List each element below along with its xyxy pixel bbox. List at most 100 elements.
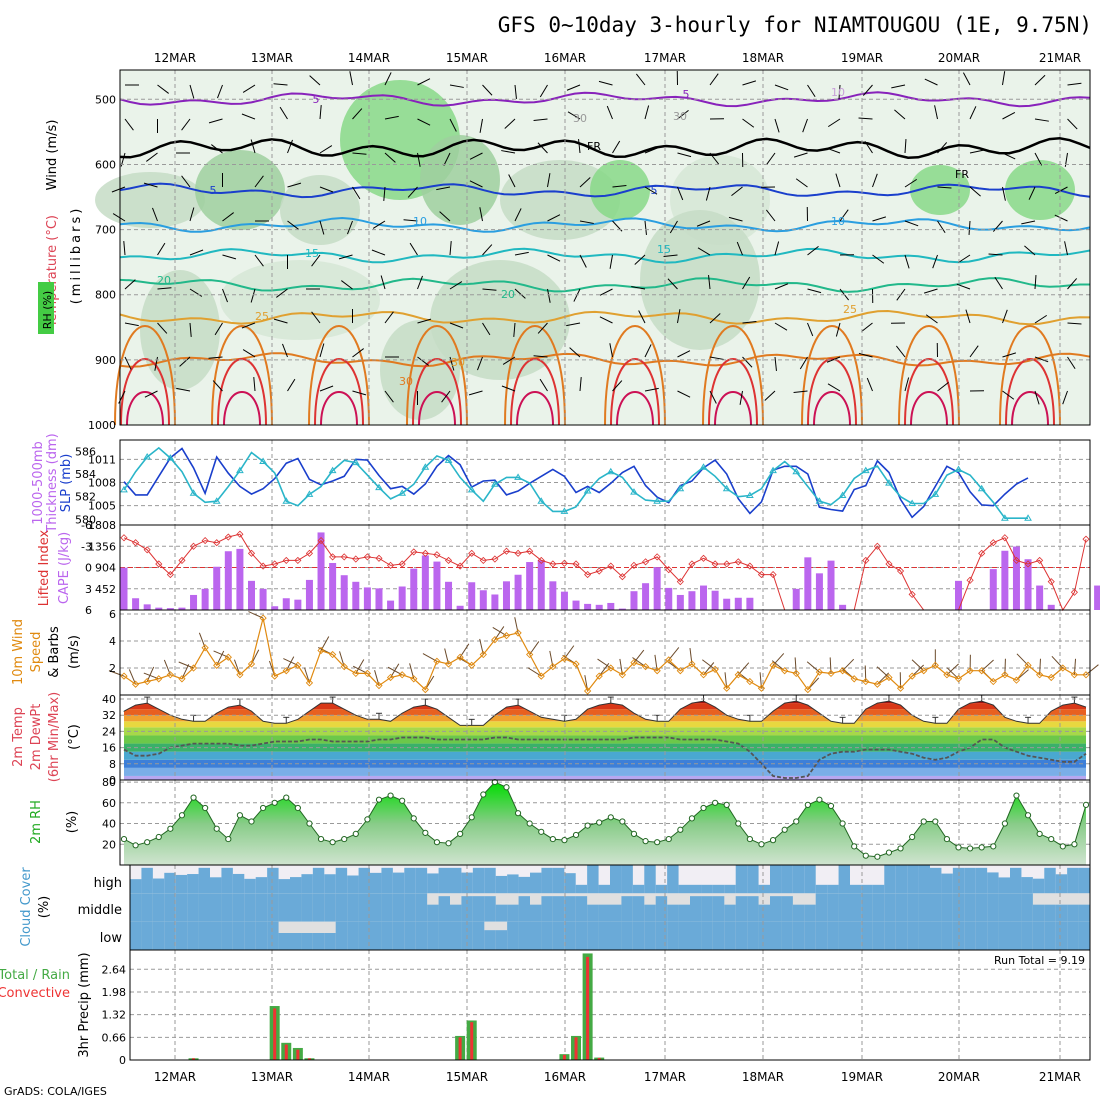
cloud-cell bbox=[495, 904, 508, 922]
cloud-cell bbox=[655, 921, 668, 950]
upper-wind-barb bbox=[384, 311, 394, 324]
cloud-cell-bg bbox=[758, 865, 771, 894]
cloud-cell bbox=[198, 893, 211, 922]
cloud-cell bbox=[198, 921, 211, 950]
rh-contour-14 bbox=[640, 210, 760, 350]
upper-wind-barb bbox=[937, 186, 952, 189]
cloud-cell bbox=[141, 867, 154, 894]
surface-isotherm-0-0 bbox=[114, 325, 176, 426]
slp-tick-1008: 1008 bbox=[88, 477, 116, 490]
top-date-17MAR: 17MAR bbox=[644, 51, 686, 65]
precip-total-label: Total / Rain bbox=[0, 968, 70, 983]
upper-wind-barb bbox=[634, 254, 646, 265]
lifted-index-point bbox=[363, 553, 371, 561]
wind10m-point bbox=[1047, 673, 1055, 682]
lifted-index-point bbox=[989, 539, 997, 547]
cloud-cell bbox=[472, 867, 485, 894]
thickness-point bbox=[351, 458, 360, 466]
wind10m-point bbox=[653, 667, 661, 675]
cloud-cell bbox=[141, 893, 154, 922]
rh2m-point bbox=[688, 815, 696, 822]
cloud-cell bbox=[507, 904, 520, 922]
upper-wind-barb bbox=[1021, 220, 1036, 225]
lifted-index-point bbox=[329, 553, 337, 561]
upper-wind-barb bbox=[514, 288, 526, 299]
wind10m-barb bbox=[494, 626, 505, 640]
upper-wind-barb bbox=[609, 343, 613, 358]
cloud-cell bbox=[872, 893, 885, 922]
rh2m-point bbox=[642, 838, 649, 845]
wind10m-point bbox=[131, 680, 140, 688]
upper-wind-barb bbox=[677, 390, 691, 398]
wind10m-point bbox=[1012, 676, 1021, 684]
cloud-cell bbox=[404, 921, 417, 950]
upper-wind-barb bbox=[482, 288, 497, 291]
rh2m-point bbox=[387, 792, 394, 799]
wind10m-point bbox=[850, 675, 858, 683]
cloud-cell bbox=[735, 896, 748, 922]
cape-bar bbox=[572, 600, 580, 610]
rh-contour-0 bbox=[95, 172, 205, 228]
thickness-tick-580: 580 bbox=[75, 513, 96, 526]
wind10m-point bbox=[421, 685, 429, 694]
upper-wind-barb bbox=[372, 220, 386, 229]
wind10m-point bbox=[931, 661, 939, 669]
thickness-point bbox=[1024, 514, 1032, 521]
wind10m-point bbox=[978, 667, 986, 675]
upper-wind-barb bbox=[547, 214, 561, 222]
rh-tick-40: 40 bbox=[102, 818, 116, 831]
upper-wind-barb bbox=[1002, 309, 1008, 324]
cloud-cell bbox=[301, 933, 314, 950]
top-date-20MAR: 20MAR bbox=[938, 51, 980, 65]
upper-wind-barb bbox=[352, 390, 367, 396]
contour-label-7: 10 bbox=[831, 215, 845, 228]
upper-wind-barb bbox=[1034, 274, 1037, 290]
upper-wind-barb bbox=[969, 186, 981, 197]
cloud-cell bbox=[1067, 921, 1080, 950]
cloud-cell bbox=[895, 865, 908, 894]
thickness-point bbox=[305, 490, 314, 497]
rh2m-point bbox=[966, 845, 974, 852]
upper-wind-barb bbox=[937, 381, 949, 392]
upper-wind-barb bbox=[826, 356, 841, 363]
lifted-index-point bbox=[213, 539, 221, 547]
upper-wind-barb bbox=[181, 175, 191, 188]
rh2m-unit-label: (%) bbox=[65, 811, 80, 834]
upper-wind-barb bbox=[566, 322, 581, 327]
cloud-cell bbox=[632, 884, 645, 894]
upper-wind-barb bbox=[969, 345, 979, 358]
cloud-cell bbox=[1078, 867, 1091, 894]
wind10m-point bbox=[954, 675, 963, 683]
cloud-cell bbox=[1044, 904, 1057, 922]
cloud-cell bbox=[781, 921, 794, 950]
upper-wind-barb bbox=[573, 288, 581, 302]
upper-wind-barb bbox=[606, 105, 613, 120]
cloud-cell bbox=[530, 872, 542, 894]
cape-bar bbox=[711, 590, 719, 610]
isotherm-20 bbox=[119, 277, 1090, 293]
cloud-cell-bg bbox=[690, 865, 702, 894]
upper-wind-barb bbox=[319, 105, 322, 120]
upper-wind-barb bbox=[969, 149, 984, 154]
precip-convective-bar bbox=[296, 1049, 300, 1060]
lifted-index-point bbox=[584, 571, 592, 579]
cape-bar bbox=[989, 569, 997, 610]
upper-wind-barb bbox=[217, 84, 223, 99]
wind10m-axis-label-1: 10m Wind bbox=[11, 619, 26, 685]
wind10m-barb bbox=[911, 664, 925, 677]
rh2m-area bbox=[124, 782, 1086, 865]
lifted-index-point bbox=[236, 530, 244, 538]
rh2m-point bbox=[514, 810, 522, 817]
cloud-cell bbox=[1067, 904, 1080, 922]
wind10m-speed-line bbox=[123, 617, 1086, 693]
run-total-label: Run Total = 9.19 bbox=[994, 954, 1085, 967]
cloud-unit-label: (%) bbox=[37, 896, 52, 919]
upper-wind-barb bbox=[858, 352, 873, 358]
upper-wind-barb bbox=[287, 378, 296, 392]
upper-wind-barb bbox=[696, 220, 711, 227]
rh-tick-20: 20 bbox=[102, 838, 116, 851]
wind10m-point bbox=[711, 665, 719, 674]
upper-wind-barb bbox=[566, 84, 581, 91]
cloud-cell-bg bbox=[655, 865, 668, 894]
